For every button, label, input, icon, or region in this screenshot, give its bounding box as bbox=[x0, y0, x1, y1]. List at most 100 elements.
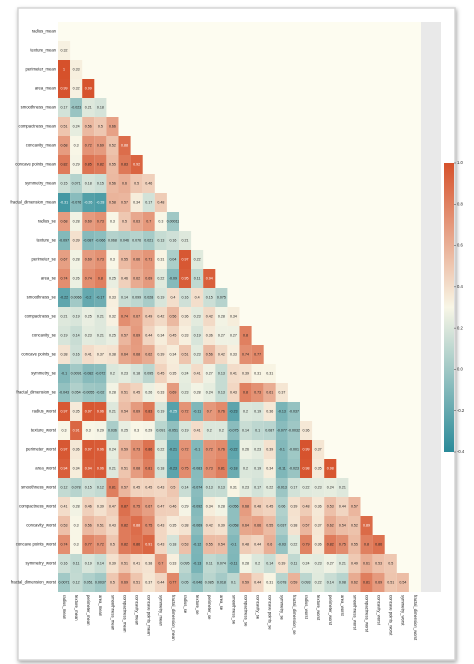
heatmap-cell bbox=[203, 383, 216, 402]
x-tick-label: compactness_worst bbox=[364, 595, 369, 633]
cell-label: 0.21 bbox=[97, 314, 104, 318]
heatmap-cell bbox=[179, 421, 192, 440]
cell-label: 0.11 bbox=[194, 276, 201, 280]
heatmap-cell bbox=[82, 554, 95, 573]
cell-label: -0.058 bbox=[228, 523, 238, 527]
cell-label: 0.72 bbox=[182, 447, 189, 451]
heatmap-cell bbox=[106, 326, 119, 345]
heatmap-cell bbox=[251, 345, 264, 364]
x-tick-label: concavity_se bbox=[256, 595, 261, 620]
cell-label: 0.47 bbox=[157, 504, 164, 508]
heatmap-cell bbox=[94, 402, 107, 421]
heatmap-cell bbox=[191, 478, 204, 497]
cell-label: 0.25 bbox=[121, 428, 128, 432]
heatmap-cell bbox=[154, 516, 167, 535]
heatmap-cell bbox=[82, 288, 95, 307]
cell-label: 0.69 bbox=[121, 580, 128, 584]
cell-label: 0.7 bbox=[158, 561, 163, 565]
cell-label: 0.16 bbox=[61, 561, 68, 565]
heatmap-cell bbox=[179, 383, 192, 402]
heatmap-cell bbox=[239, 421, 252, 440]
heatmap-cell bbox=[263, 535, 276, 554]
heatmap-cell bbox=[239, 516, 252, 535]
cell-label: 0.74 bbox=[121, 314, 128, 318]
cell-label: 0.5 bbox=[110, 542, 115, 546]
heatmap-cell bbox=[203, 421, 216, 440]
y-tick-label: fractal_dimension_se bbox=[16, 390, 56, 395]
cell-label: 0.23 bbox=[121, 371, 128, 375]
cell-label: 0.74 bbox=[242, 352, 249, 356]
cell-label: 0.3 bbox=[158, 219, 163, 223]
cell-label: -0.075 bbox=[228, 428, 238, 432]
heatmap-cell bbox=[227, 402, 240, 421]
heatmap-cell bbox=[191, 440, 204, 459]
heatmap-cell bbox=[142, 231, 155, 250]
cell-label: 0.38 bbox=[145, 561, 152, 565]
heatmap-cell bbox=[142, 269, 155, 288]
x-tick-label: compactness_mean bbox=[122, 595, 127, 633]
cell-label: 0.82 bbox=[61, 162, 68, 166]
cell-label: 0.22 bbox=[157, 276, 164, 280]
cell-label: 0.7 bbox=[146, 219, 151, 223]
heatmap-cell bbox=[312, 478, 325, 497]
cell-label: 0.19 bbox=[254, 466, 261, 470]
heatmap-cell bbox=[142, 440, 155, 459]
heatmap-cell bbox=[251, 440, 264, 459]
cell-label: 0.15 bbox=[61, 181, 68, 185]
heatmap-cell bbox=[275, 535, 288, 554]
cell-label: 0.28 bbox=[242, 561, 249, 565]
cell-label: 0.97 bbox=[85, 447, 92, 451]
cell-label: 0.44 bbox=[254, 580, 261, 584]
cell-label: 0.31 bbox=[266, 371, 273, 375]
heatmap-cell bbox=[118, 326, 131, 345]
cell-label: 0.28 bbox=[218, 314, 225, 318]
heatmap-cell bbox=[263, 554, 276, 573]
heatmap-cell bbox=[191, 573, 204, 592]
cell-label: 0.51 bbox=[121, 466, 128, 470]
heatmap-cell bbox=[142, 554, 155, 573]
heatmap-cell bbox=[58, 117, 71, 136]
heatmap-cell bbox=[106, 117, 119, 136]
cell-label: -0.092 bbox=[192, 504, 202, 508]
heatmap-cell bbox=[203, 307, 216, 326]
heatmap-cell bbox=[166, 440, 179, 459]
y-tick-label: texture_se bbox=[36, 238, 56, 243]
cell-label: 0.73 bbox=[97, 257, 104, 261]
heatmap-cell bbox=[94, 117, 107, 136]
cell-label: 0.96 bbox=[97, 447, 104, 451]
cell-label: 0.52 bbox=[109, 143, 116, 147]
heatmap-cell bbox=[142, 174, 155, 193]
cell-label: 0.51 bbox=[387, 580, 394, 584]
heatmap-cell bbox=[336, 478, 349, 497]
heatmap-cell bbox=[191, 535, 204, 554]
cell-label: 0.94 bbox=[206, 276, 213, 280]
cell-label: 0.74 bbox=[61, 276, 68, 280]
heatmap-cell bbox=[203, 535, 216, 554]
heatmap-cell bbox=[312, 516, 325, 535]
cell-label: -0.28 bbox=[96, 200, 104, 204]
heatmap-cell bbox=[142, 421, 155, 440]
heatmap-cell bbox=[348, 497, 361, 516]
cell-label: 0.68 bbox=[133, 352, 140, 356]
heatmap-cell bbox=[191, 269, 204, 288]
heatmap-cell bbox=[118, 269, 131, 288]
x-tick-label: radius_se bbox=[183, 595, 188, 614]
cell-label: 0.25 bbox=[109, 333, 116, 337]
cell-label: 0.69 bbox=[97, 143, 104, 147]
cell-label: 0.3 bbox=[74, 143, 79, 147]
cell-label: 0.27 bbox=[327, 561, 334, 565]
cell-label: 0.39 bbox=[266, 447, 273, 451]
cell-label: 0.57 bbox=[351, 504, 358, 508]
cell-label: 0.21 bbox=[97, 333, 104, 337]
cell-label: 0.21 bbox=[339, 561, 346, 565]
heatmap-cell bbox=[227, 478, 240, 497]
cell-label: 0.71 bbox=[145, 257, 152, 261]
cell-label: 0.59 bbox=[121, 447, 128, 451]
cell-label: 0.11 bbox=[291, 561, 298, 565]
cell-label: 0.11 bbox=[206, 561, 213, 565]
cell-label: 0.17 bbox=[254, 485, 261, 489]
cell-label: 0.73 bbox=[254, 390, 261, 394]
heatmap-cell bbox=[287, 440, 300, 459]
heatmap-cell bbox=[203, 554, 216, 573]
